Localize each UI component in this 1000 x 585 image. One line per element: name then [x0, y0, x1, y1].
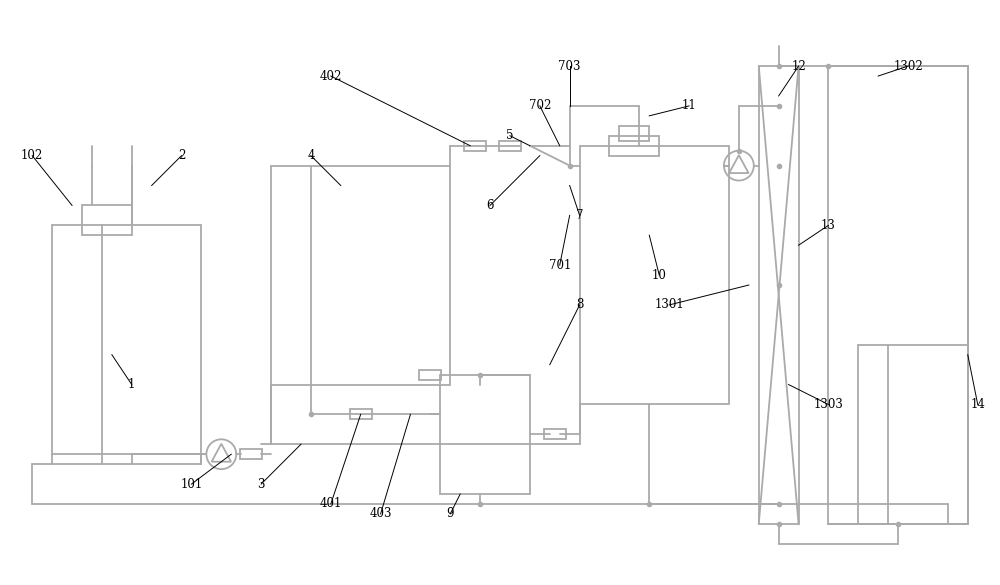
Bar — [240, 449, 262, 459]
Text: 7: 7 — [576, 209, 583, 222]
Text: 12: 12 — [791, 60, 806, 73]
Text: 8: 8 — [576, 298, 583, 311]
Text: 1301: 1301 — [654, 298, 684, 311]
Text: 1303: 1303 — [813, 398, 843, 411]
Text: 10: 10 — [652, 269, 667, 281]
Bar — [609, 136, 659, 156]
Bar — [440, 374, 530, 494]
Text: 13: 13 — [821, 219, 836, 232]
Text: 401: 401 — [320, 497, 342, 511]
Text: 402: 402 — [320, 70, 342, 82]
Text: 6: 6 — [486, 199, 494, 212]
Text: 101: 101 — [180, 477, 203, 491]
Text: 403: 403 — [369, 507, 392, 521]
Text: 11: 11 — [682, 99, 696, 112]
Bar — [580, 146, 729, 404]
Bar — [52, 225, 201, 464]
Bar — [271, 166, 450, 384]
Text: 703: 703 — [558, 60, 581, 73]
Bar — [759, 66, 799, 524]
Text: 701: 701 — [549, 259, 571, 271]
Text: 9: 9 — [446, 507, 454, 521]
Text: 3: 3 — [257, 477, 265, 491]
Text: 5: 5 — [506, 129, 514, 142]
Bar — [828, 66, 968, 524]
Bar — [544, 429, 566, 439]
Text: 14: 14 — [970, 398, 985, 411]
Text: 2: 2 — [178, 149, 185, 162]
Text: 1: 1 — [128, 378, 135, 391]
Text: 702: 702 — [529, 99, 551, 112]
Bar — [350, 410, 372, 419]
Bar — [464, 141, 486, 151]
Text: 102: 102 — [21, 149, 43, 162]
Bar — [82, 205, 132, 235]
Bar — [619, 126, 649, 141]
Bar — [499, 141, 521, 151]
Text: 4: 4 — [307, 149, 315, 162]
Bar — [419, 370, 441, 380]
Bar — [858, 345, 968, 524]
Text: 1302: 1302 — [893, 60, 923, 73]
